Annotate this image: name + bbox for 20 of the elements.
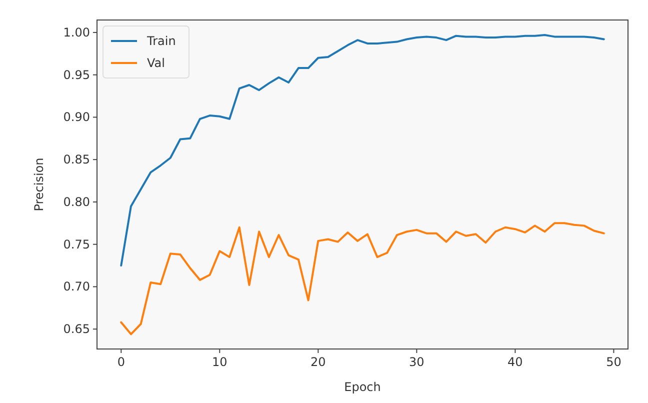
x-tick-label: 30 — [409, 355, 424, 369]
x-tick-label: 10 — [212, 355, 228, 369]
y-tick-label: 0.65 — [63, 322, 90, 336]
line-series — [120, 222, 605, 336]
x-axis-title: Epoch — [344, 380, 381, 394]
y-tick-label: 0.95 — [63, 68, 90, 82]
x-tick-label: 20 — [310, 355, 326, 369]
y-tick-label: 0.85 — [63, 152, 90, 167]
y-tick-label: 0.70 — [63, 280, 90, 294]
y-axis-title: Precision — [32, 158, 46, 212]
x-tick-label: 50 — [606, 355, 622, 369]
x-tick-label: 40 — [508, 355, 523, 369]
line-series — [120, 34, 605, 267]
legend-label: Val — [147, 56, 165, 70]
y-tick-label: 0.90 — [63, 110, 90, 124]
y-tick-label: 0.75 — [63, 237, 90, 252]
x-tick-label: 0 — [117, 355, 125, 369]
y-tick-label: 0.80 — [63, 194, 90, 209]
y-tick-label: 1.00 — [63, 25, 90, 40]
legend-label: Train — [146, 34, 176, 48]
